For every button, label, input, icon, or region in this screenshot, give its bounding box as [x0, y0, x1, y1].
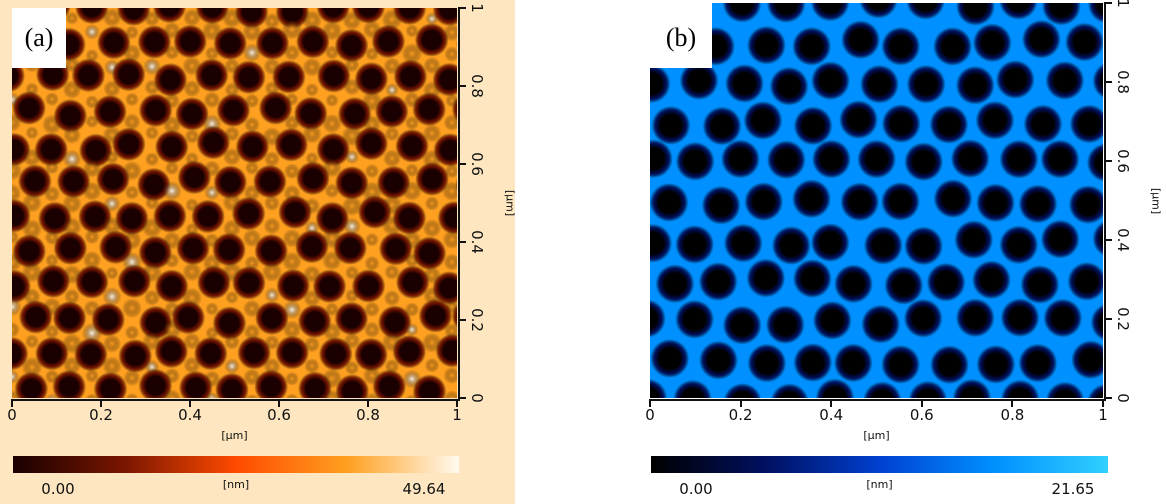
- colorbar: [651, 456, 1108, 473]
- y-tick-label: 0: [468, 393, 486, 403]
- y-tick-mark: [1104, 2, 1112, 4]
- y-tick-mark: [458, 241, 466, 243]
- x-tick-mark: [830, 399, 833, 407]
- y-tick-mark: [458, 7, 466, 9]
- y-tick-label: 0.6: [1114, 149, 1132, 173]
- x-axis-unit: [µm]: [221, 429, 248, 442]
- x-tick-label: 0.2: [89, 406, 113, 424]
- y-tick-label: 1: [1114, 0, 1132, 8]
- y-axis-line: [1104, 3, 1106, 401]
- x-tick-label: 0: [7, 406, 17, 424]
- panel-b-afm-image: [650, 3, 1103, 398]
- x-tick-label: 0.8: [356, 406, 380, 424]
- y-tick-mark: [458, 163, 466, 165]
- x-tick-mark: [1011, 399, 1014, 407]
- x-tick-mark: [367, 399, 369, 407]
- x-tick-mark: [189, 399, 191, 407]
- colorbar-unit-label: [nm]: [222, 478, 250, 491]
- y-tick-mark: [1104, 318, 1112, 320]
- y-tick-label: 0.4: [1114, 228, 1132, 252]
- y-tick-mark: [1104, 160, 1112, 162]
- x-tick-mark: [920, 399, 923, 407]
- colorbar-min-label: 0.00: [41, 480, 75, 498]
- y-axis-line: [458, 8, 460, 401]
- y-axis-unit: [µm]: [1149, 187, 1163, 214]
- x-tick-mark: [456, 399, 458, 407]
- y-tick-mark: [1104, 81, 1112, 83]
- colorbar-min-label: 0.00: [679, 480, 713, 498]
- panel-b-label: (b): [650, 0, 712, 68]
- colorbar: [13, 456, 459, 473]
- panel-a-afm-image: [12, 8, 457, 398]
- x-tick-label: 1: [1098, 406, 1108, 424]
- x-tick-label: 0.8: [1000, 406, 1025, 424]
- x-tick-label: 0.4: [819, 406, 844, 424]
- x-tick-label: 0.4: [178, 406, 202, 424]
- x-tick-mark: [100, 399, 102, 407]
- x-tick-label: 0: [645, 406, 655, 424]
- x-tick-mark: [739, 399, 742, 407]
- y-tick-mark: [1104, 397, 1112, 399]
- y-tick-label: 0.8: [1114, 70, 1132, 94]
- y-tick-label: 0.6: [468, 152, 486, 176]
- colorbar-max-label: 21.65: [1051, 480, 1095, 498]
- panel-a-label: (a): [12, 8, 66, 68]
- y-tick-mark: [1104, 239, 1112, 241]
- x-tick-mark: [1102, 399, 1104, 407]
- y-tick-label: 1: [468, 3, 486, 13]
- y-tick-label: 0: [1114, 393, 1132, 403]
- x-tick-mark: [649, 399, 651, 407]
- colorbar-max-label: 49.64: [402, 480, 446, 498]
- x-tick-label: 0.2: [728, 406, 753, 424]
- x-tick-label: 0.6: [909, 406, 934, 424]
- y-tick-label: 0.2: [468, 308, 486, 332]
- y-tick-label: 0.4: [468, 230, 486, 254]
- x-tick-label: 0.6: [267, 406, 291, 424]
- colorbar-unit-label: [nm]: [866, 478, 893, 491]
- x-tick-label: 1: [452, 406, 462, 424]
- y-tick-label: 0.8: [468, 74, 486, 98]
- x-axis-line: [650, 399, 1104, 401]
- y-axis-unit: [µm]: [503, 189, 517, 217]
- y-tick-mark: [458, 397, 466, 399]
- x-tick-mark: [11, 399, 13, 407]
- x-tick-mark: [278, 399, 280, 407]
- x-axis-unit: [µm]: [863, 429, 890, 442]
- y-tick-mark: [458, 85, 466, 87]
- y-tick-mark: [458, 319, 466, 321]
- y-tick-label: 0.2: [1114, 307, 1132, 331]
- x-axis-line: [12, 399, 458, 401]
